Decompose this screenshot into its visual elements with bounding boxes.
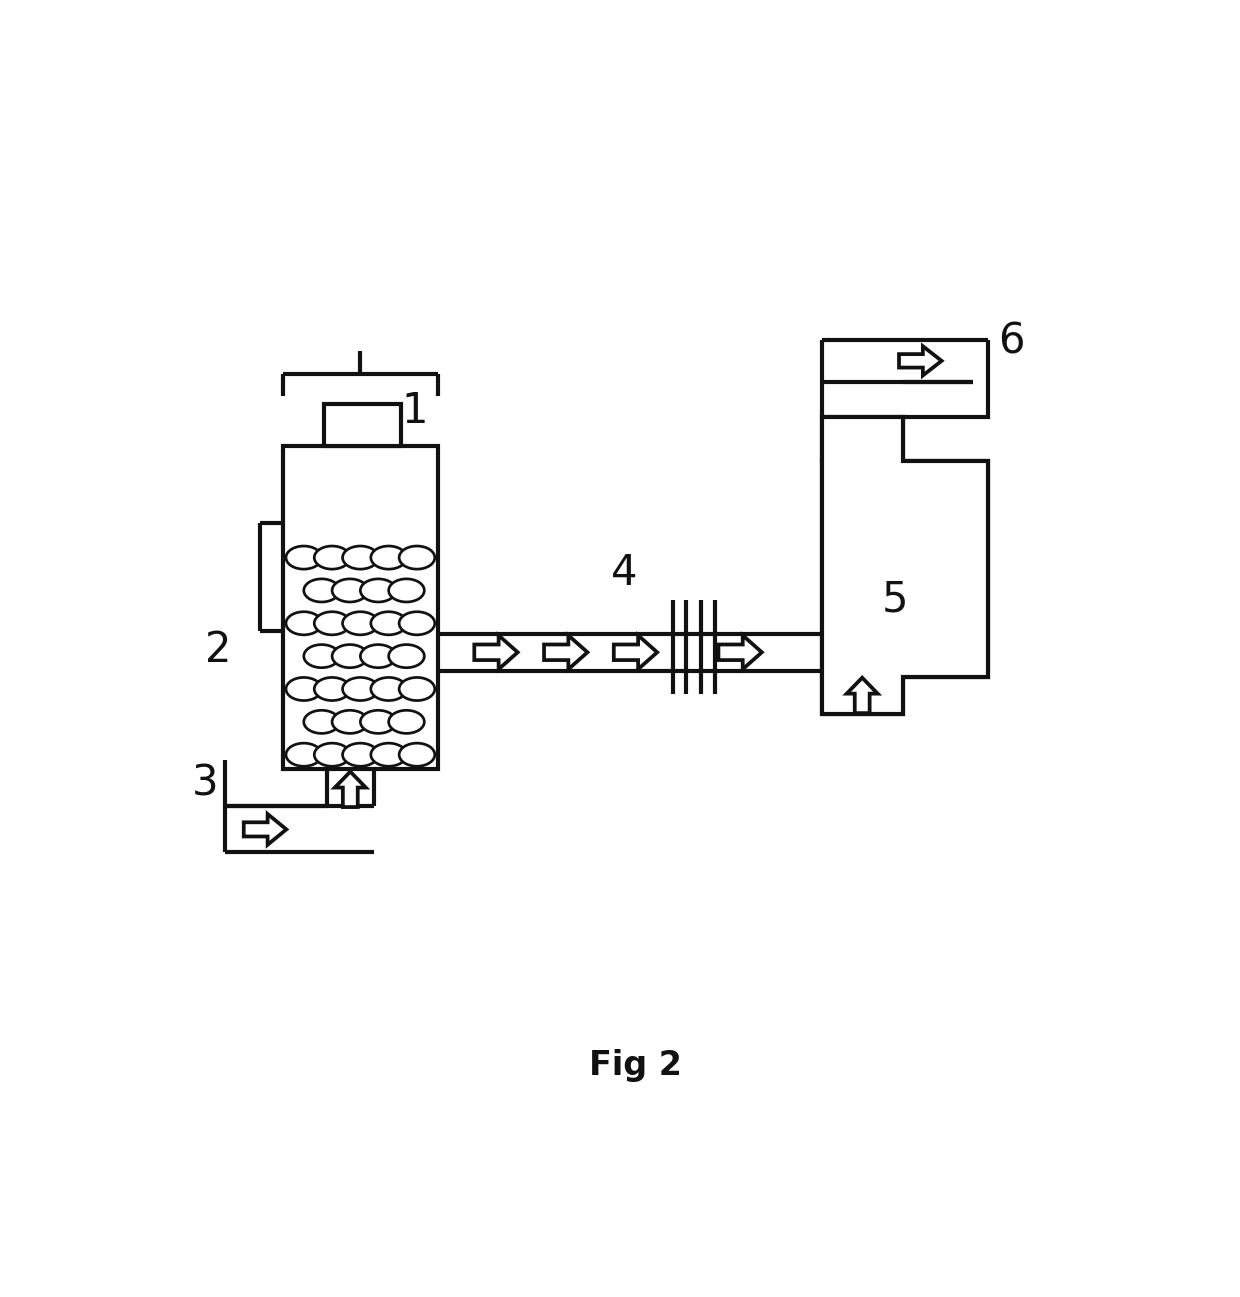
Ellipse shape bbox=[342, 612, 378, 634]
Text: 1: 1 bbox=[402, 390, 428, 432]
Polygon shape bbox=[244, 815, 286, 844]
Text: 4: 4 bbox=[610, 553, 637, 594]
Ellipse shape bbox=[371, 743, 407, 767]
Bar bbox=[324, 403, 402, 446]
Ellipse shape bbox=[361, 645, 396, 668]
Ellipse shape bbox=[314, 743, 350, 767]
Ellipse shape bbox=[371, 677, 407, 700]
Ellipse shape bbox=[314, 677, 350, 700]
Text: 5: 5 bbox=[882, 578, 909, 621]
Polygon shape bbox=[335, 772, 366, 807]
Ellipse shape bbox=[371, 546, 407, 569]
Ellipse shape bbox=[332, 645, 368, 668]
Text: 3: 3 bbox=[192, 763, 218, 804]
Bar bbox=[821, 677, 903, 713]
Ellipse shape bbox=[304, 711, 340, 733]
Text: 6: 6 bbox=[998, 320, 1024, 363]
Ellipse shape bbox=[388, 711, 424, 733]
Polygon shape bbox=[847, 678, 878, 713]
Bar bbox=[823, 463, 900, 674]
Ellipse shape bbox=[314, 612, 350, 634]
Ellipse shape bbox=[399, 546, 435, 569]
Ellipse shape bbox=[361, 711, 396, 733]
Ellipse shape bbox=[286, 546, 321, 569]
Ellipse shape bbox=[314, 546, 350, 569]
Ellipse shape bbox=[399, 677, 435, 700]
Polygon shape bbox=[718, 636, 761, 669]
Ellipse shape bbox=[342, 677, 378, 700]
Polygon shape bbox=[614, 636, 657, 669]
Ellipse shape bbox=[286, 743, 321, 767]
Polygon shape bbox=[474, 636, 518, 669]
Polygon shape bbox=[899, 346, 941, 375]
Ellipse shape bbox=[388, 578, 424, 602]
Text: 2: 2 bbox=[206, 629, 232, 671]
Ellipse shape bbox=[342, 743, 378, 767]
Ellipse shape bbox=[286, 677, 321, 700]
Ellipse shape bbox=[388, 645, 424, 668]
Polygon shape bbox=[544, 636, 588, 669]
Text: Fig 2: Fig 2 bbox=[589, 1049, 682, 1082]
Bar bbox=[283, 446, 438, 769]
Ellipse shape bbox=[332, 578, 368, 602]
Bar bbox=[821, 416, 903, 462]
Ellipse shape bbox=[399, 612, 435, 634]
Ellipse shape bbox=[361, 578, 396, 602]
Ellipse shape bbox=[304, 578, 340, 602]
Ellipse shape bbox=[399, 743, 435, 767]
Ellipse shape bbox=[342, 546, 378, 569]
Ellipse shape bbox=[286, 612, 321, 634]
Polygon shape bbox=[821, 416, 988, 713]
Bar bbox=[821, 462, 988, 677]
Ellipse shape bbox=[332, 711, 368, 733]
Ellipse shape bbox=[371, 612, 407, 634]
Ellipse shape bbox=[304, 645, 340, 668]
